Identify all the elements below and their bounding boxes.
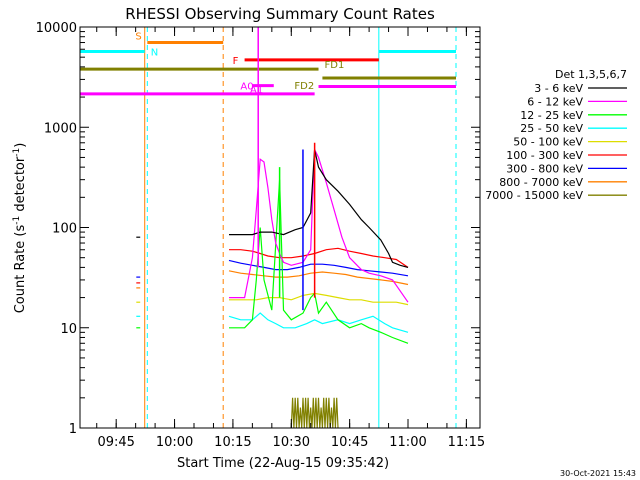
series-line-0-seg-1 [229,149,409,268]
x-tick-label-5: 11:00 [389,435,426,450]
y-tick-label-2: 100 [52,222,77,237]
legend-label-8: 7000 - 15000 keV [485,189,583,202]
x-tick-label-4: 10:45 [331,435,368,450]
legend-label-3: 25 - 50 keV [520,122,583,135]
flag-label-0: S [135,32,141,43]
series-line-7-seg-1 [228,270,409,286]
legend-label-5: 100 - 300 keV [506,149,583,162]
x-tick-label-2: 10:15 [214,435,251,450]
series-line-3-seg-1 [228,312,409,333]
x-axis-label: Start Time (22-Aug-15 09:35:42) [177,456,389,471]
axes: 1 10 100 1000 10000 09:45 10:00 10:15 10:30 10:45… [36,21,485,450]
y-axis-label-part: -1 [12,216,22,225]
flag-label-4: FD1 [325,60,345,71]
series-line-6-seg-1 [228,259,409,277]
y-axis-label-part: Count Rate (s [13,225,28,314]
x-tick-label-6: 11:15 [448,435,485,450]
flag-label-6: A0 [240,82,253,93]
legend-label-1: 6 - 12 keV [527,95,583,108]
legend-label-4: 50 - 100 keV [513,136,583,149]
series-line-8-seg-0 [290,397,339,429]
y-axis-label-part: detector [13,156,28,216]
y-axis-label-part: ) [13,143,28,148]
footer-timestamp: 30-Oct-2021 15:43 [560,469,636,478]
y-axis-label: Count Rate (s-1 detector-1) [12,143,28,314]
x-tick-label-1: 10:00 [156,435,193,450]
legend-title: Det 1,3,5,6,7 [555,68,627,81]
y-tick-label-0: 1 [69,422,77,437]
legend-label-6: 300 - 800 keV [506,162,583,175]
x-tick-label-3: 10:30 [273,435,310,450]
flag-label-1: N [151,47,158,58]
series-line-2-seg-1 [229,179,409,344]
legend-label-0: 3 - 6 keV [534,82,583,95]
series-line-4-seg-1 [229,292,409,306]
flag-label-5: FD2 [294,81,314,92]
y-tick-label-4: 10000 [36,21,77,36]
legend-label-2: 12 - 25 keV [520,109,583,122]
y-tick-label-3: 1000 [44,121,77,136]
flag-label-3: F [233,56,239,67]
legend-label-7: 800 - 7000 keV [499,176,583,189]
flag-label-8: A1 [250,85,263,96]
chart-title: RHESSI Observing Summary Count Rates [125,5,435,23]
x-tick-label-0: 09:45 [97,435,134,450]
y-tick-label-1: 10 [60,322,77,337]
y-axis-label-part: -1 [12,148,22,157]
